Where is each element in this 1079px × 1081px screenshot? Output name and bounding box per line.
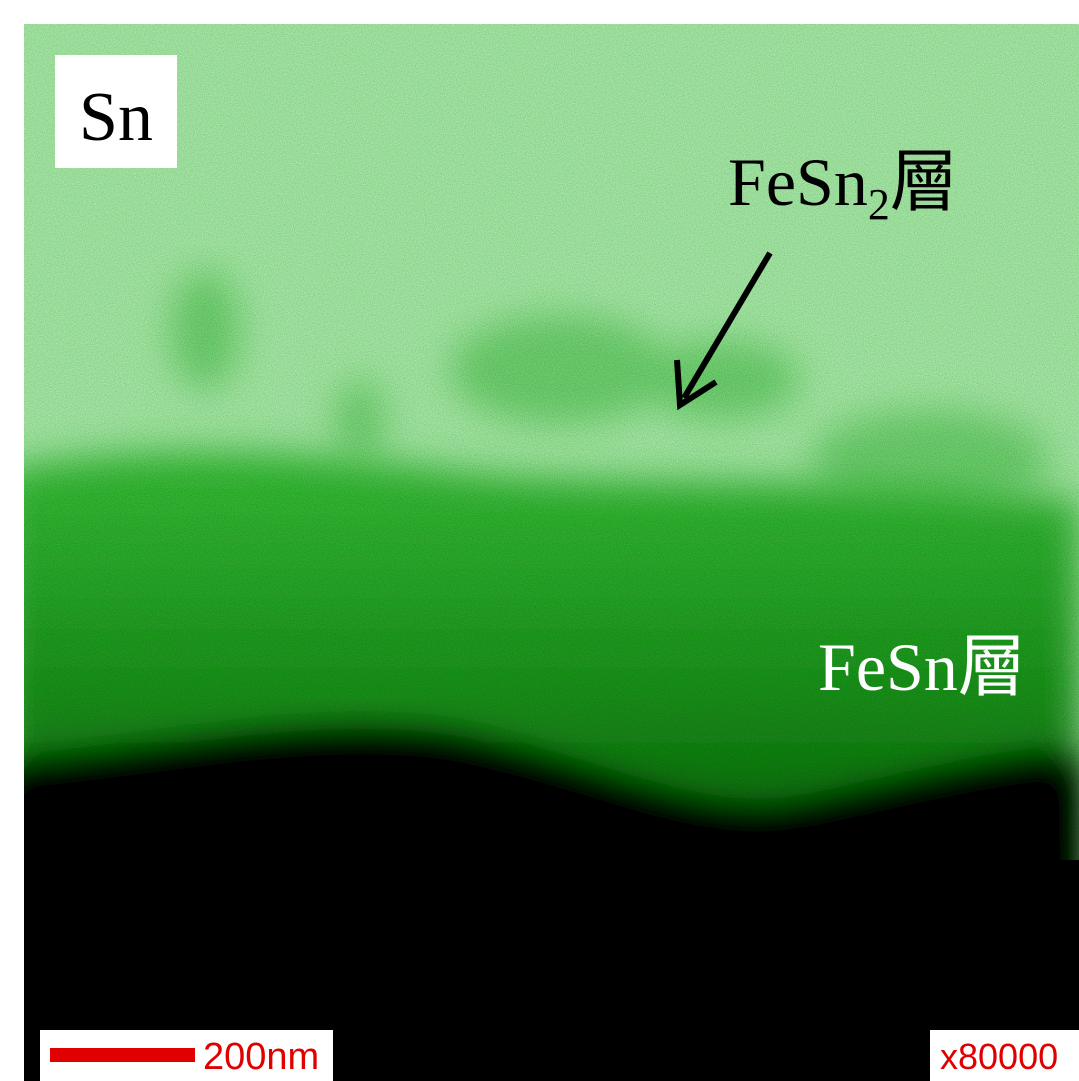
label-suffix: 層 bbox=[890, 144, 958, 220]
scale-bar-label: 200nm bbox=[203, 1036, 319, 1078]
upper-layer-label: FeSn2層 bbox=[728, 144, 958, 229]
magnification: x80000 bbox=[940, 1036, 1058, 1077]
label-main: FeSn bbox=[728, 144, 868, 220]
micrograph: Sn FeSn2層 FeSn層 200nm x80000 bbox=[0, 0, 1079, 1081]
label-sub: 2 bbox=[868, 180, 890, 229]
page: Sn FeSn2層 FeSn層 200nm x80000 (() => { co… bbox=[0, 0, 1079, 1081]
element-label: Sn bbox=[79, 79, 153, 156]
lower-layer-label: FeSn層 bbox=[818, 629, 1026, 705]
scale-bar bbox=[50, 1048, 195, 1062]
